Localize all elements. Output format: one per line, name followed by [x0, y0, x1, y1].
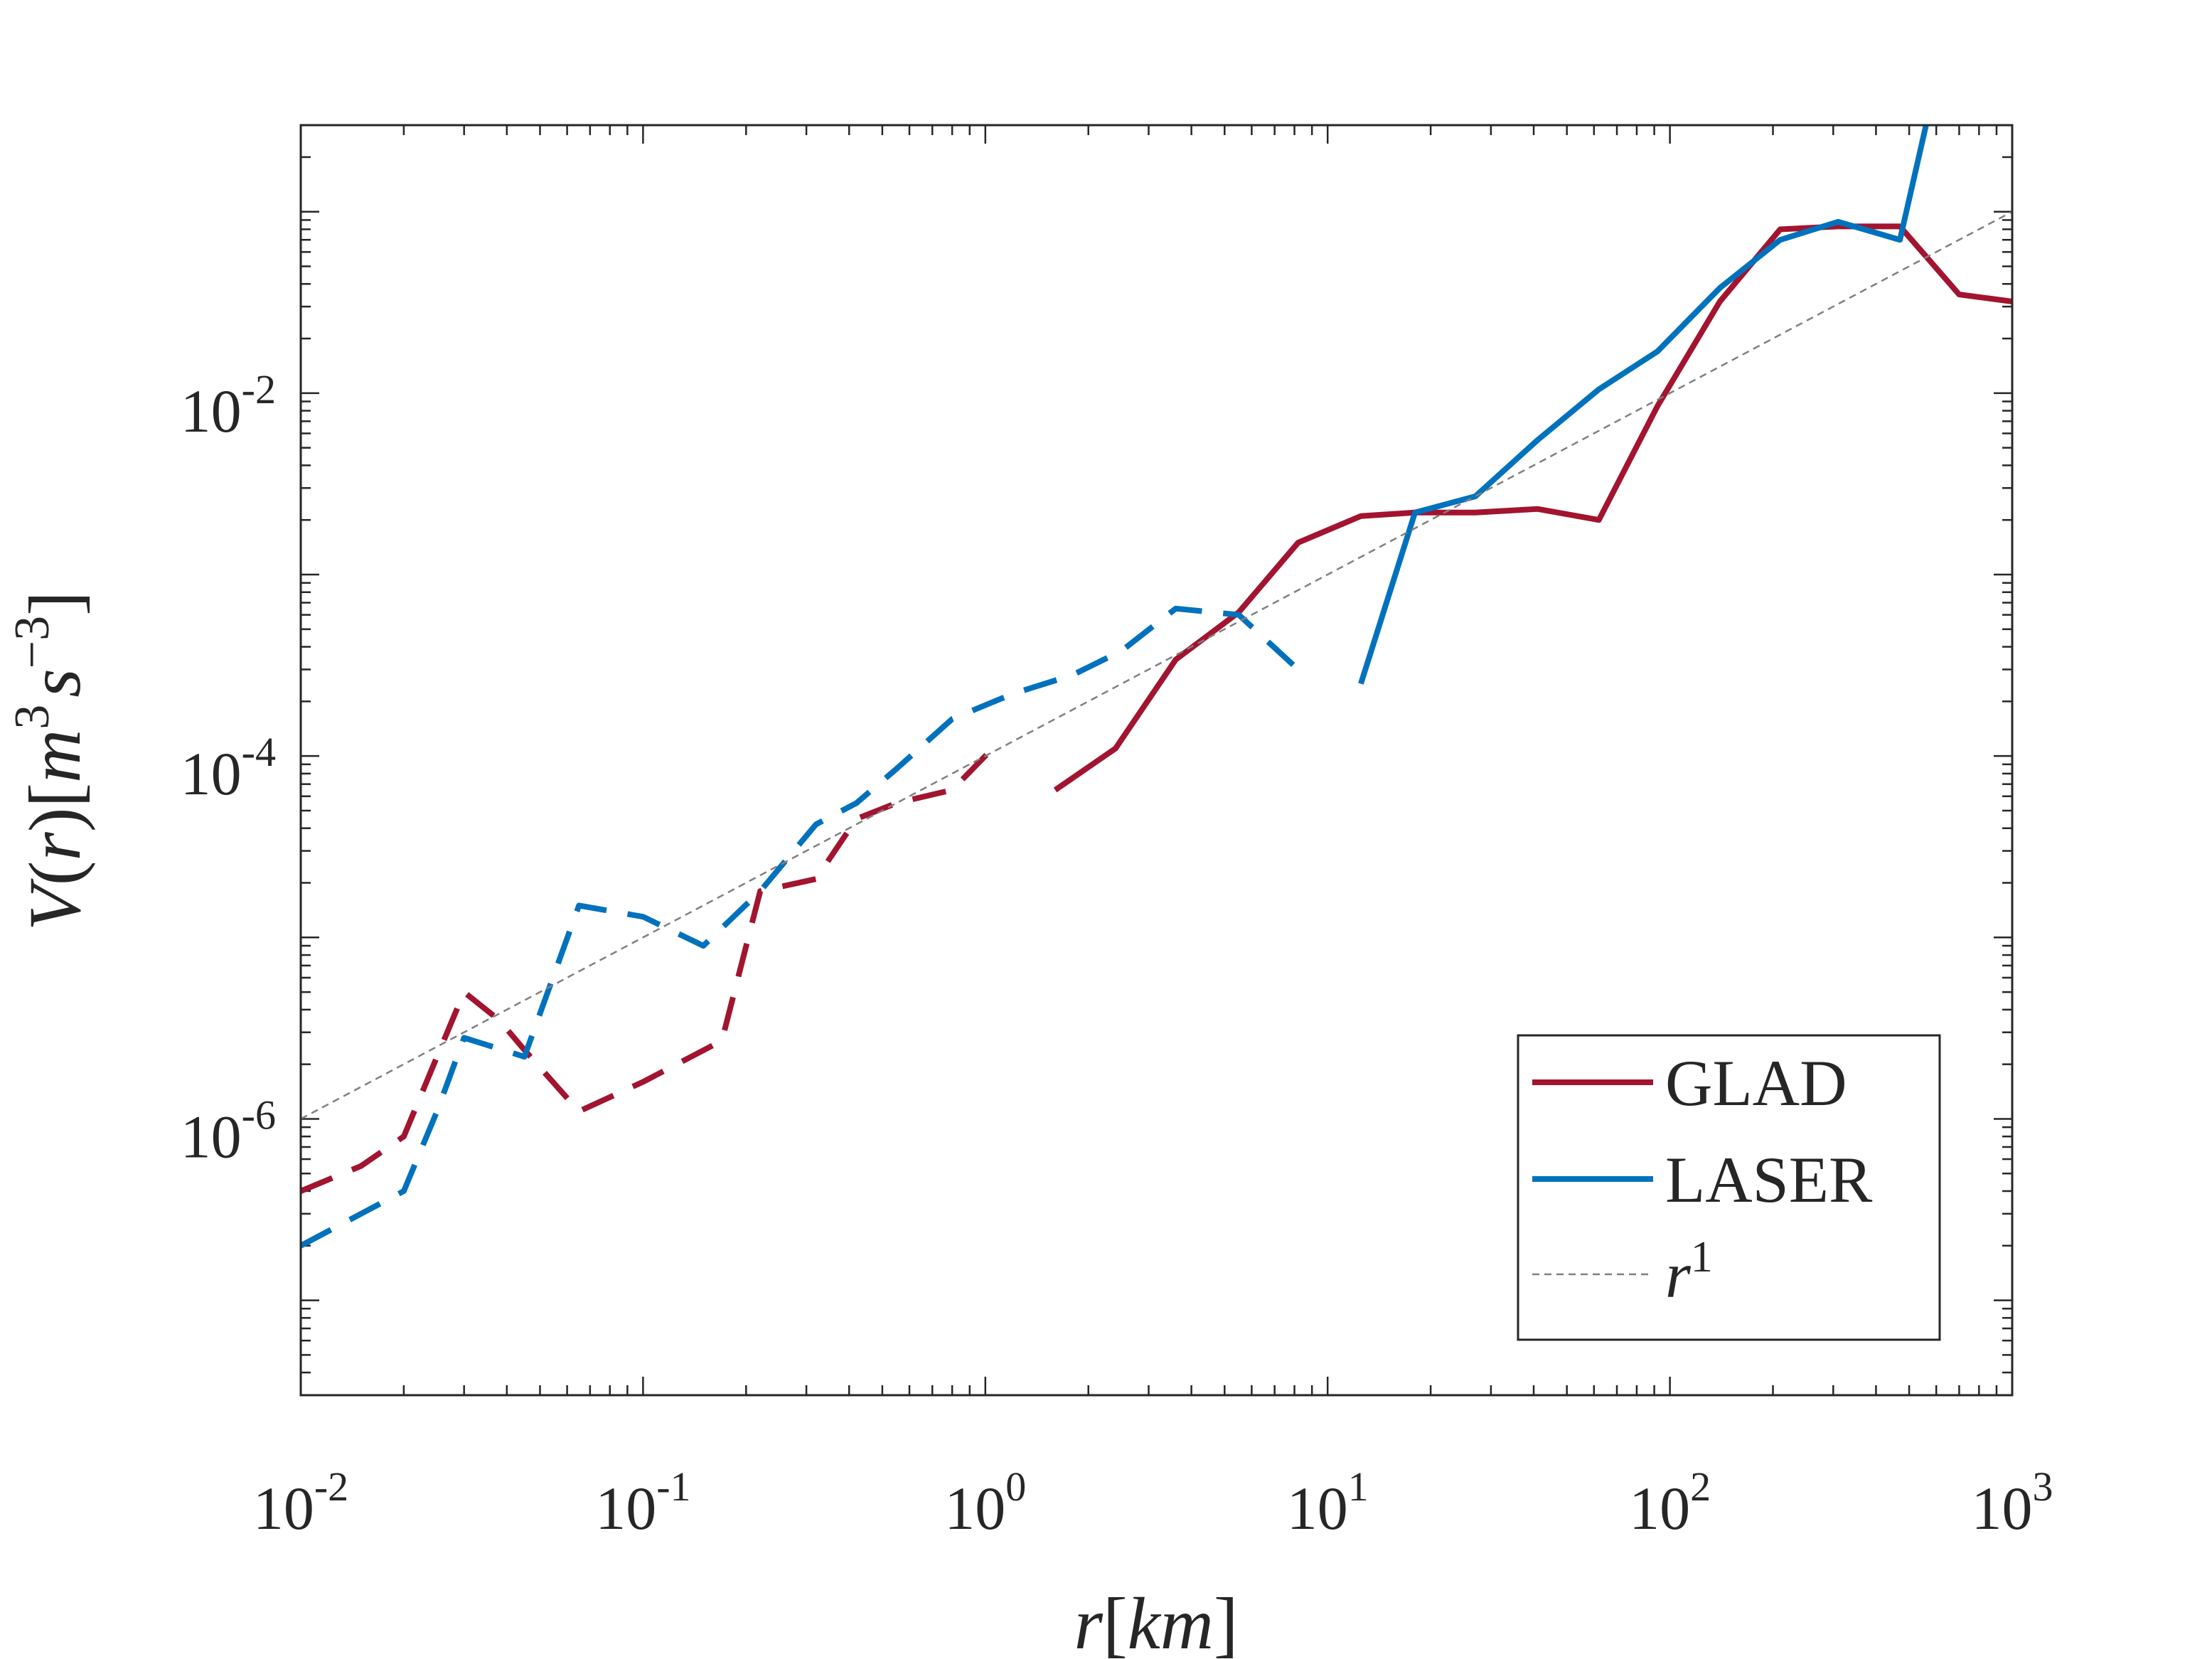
y-axis-title: V(r)[m3s−3] — [5, 591, 96, 931]
x-tick-label: 100 — [944, 1463, 1026, 1542]
x-tick-label: 103 — [1972, 1463, 2053, 1542]
x-tick-label: 10-1 — [595, 1463, 690, 1542]
series-line — [301, 746, 995, 1194]
y-tick-label: 10-4 — [181, 729, 276, 808]
x-tick-label: 102 — [1629, 1463, 1711, 1542]
plot-frame — [299, 124, 2014, 1397]
series-line — [1358, 125, 1929, 685]
legend-label: r1 — [1665, 1233, 1713, 1311]
x-axis-title: r[km] — [1074, 1583, 1238, 1659]
x-tick-label: 101 — [1287, 1463, 1369, 1542]
legend-box — [1517, 1034, 1941, 1341]
legend: GLAD LASER r1 — [1517, 1034, 1941, 1341]
x-tick-label: 10-2 — [253, 1463, 348, 1542]
y-tick-label: 10-6 — [181, 1092, 276, 1170]
y-tick-labels: 10-6 10-4 10-2 — [181, 366, 276, 1171]
y-tick-label: 10-2 — [181, 366, 276, 445]
axis-ticks — [299, 124, 2014, 1397]
legend-label: LASER — [1665, 1143, 1873, 1216]
x-tick-labels: 10-2 10-1 100 101 102 103 — [253, 1463, 2053, 1542]
reference-line-r1 — [301, 210, 2012, 1120]
legend-label: GLAD — [1665, 1047, 1847, 1119]
series-layer — [301, 125, 2012, 1249]
